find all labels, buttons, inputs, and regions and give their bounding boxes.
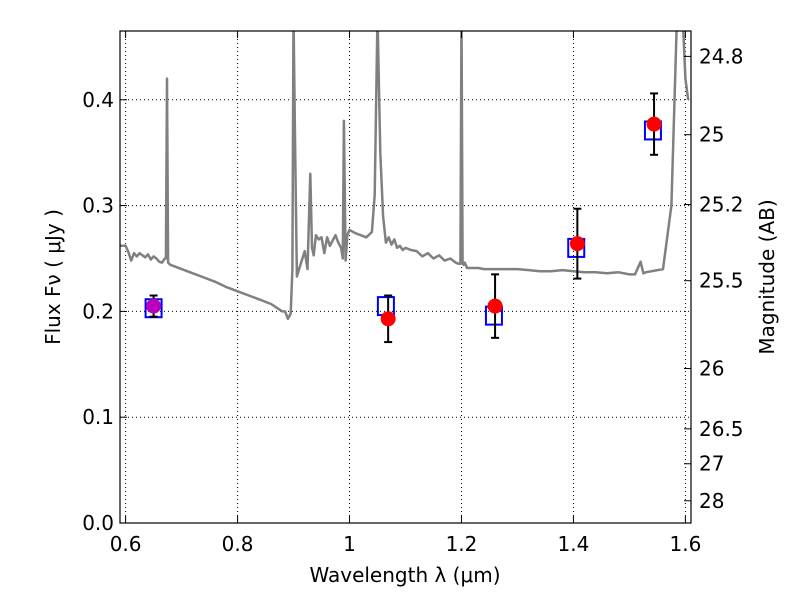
x-tick-label: 0.8 [222, 532, 254, 556]
observed-flux-point [146, 298, 162, 314]
observed-flux-point [380, 311, 396, 327]
axis-ticks: 0.6 0.8 1 1.2 1.4 1.6 0.0 0.1 0.2 0.3 0.4 24.8 25 25.… [82, 31, 744, 556]
y-tick-label: 0.2 [82, 299, 114, 323]
magnitude-tick-label: 26.5 [699, 417, 744, 441]
magnitude-tick-label: 25.5 [699, 269, 744, 293]
magnitude-tick-label: 27 [699, 452, 724, 476]
magnitude-tick-label: 26 [699, 357, 724, 381]
observed-flux-point [487, 298, 503, 314]
magnitude-tick-label: 25.2 [699, 193, 744, 217]
plot-border [119, 30, 692, 524]
y-axis-right-label: Magnitude (AB) [755, 199, 779, 354]
x-tick-label: 1 [343, 532, 356, 556]
observed-flux-point [646, 116, 662, 132]
observed-flux-point [569, 236, 585, 252]
x-tick-label: 1.2 [446, 532, 478, 556]
data-layer [120, 31, 690, 344]
y-tick-label: 0.0 [82, 511, 114, 535]
y-axis-label: Flux Fν ( μJy ) [41, 209, 65, 345]
magnitude-tick-label: 25 [699, 123, 724, 147]
x-tick-label: 1.4 [558, 532, 590, 556]
magnitude-tick-label: 28 [699, 489, 724, 513]
plot-frame [119, 30, 692, 524]
x-tick-label: 0.6 [110, 532, 142, 556]
magnitude-tick-label: 24.8 [699, 44, 744, 68]
x-axis-label: Wavelength λ (μm) [309, 563, 500, 587]
sed-model-line [120, 31, 690, 321]
y-tick-label: 0.4 [82, 88, 114, 112]
y-tick-label: 0.3 [82, 194, 114, 218]
y-tick-label: 0.1 [82, 405, 114, 429]
x-tick-label: 1.6 [669, 532, 701, 556]
